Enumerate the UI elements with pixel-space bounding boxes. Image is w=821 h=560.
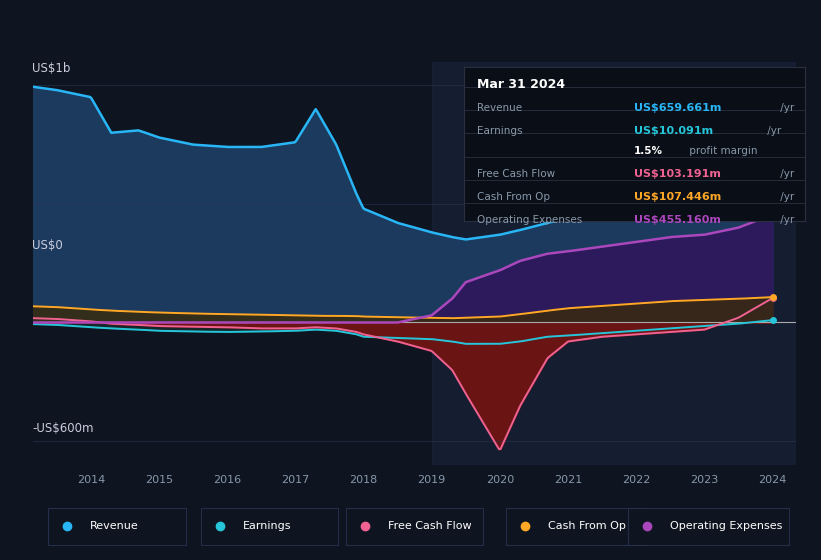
Text: US$103.191m: US$103.191m <box>635 169 721 179</box>
Text: 1.5%: 1.5% <box>635 146 663 156</box>
Text: /yr: /yr <box>777 215 794 225</box>
Text: Earnings: Earnings <box>243 521 291 531</box>
Text: Operating Expenses: Operating Expenses <box>671 521 782 531</box>
Text: Earnings: Earnings <box>478 125 523 136</box>
Text: /yr: /yr <box>777 169 794 179</box>
Text: US$107.446m: US$107.446m <box>635 192 722 202</box>
FancyBboxPatch shape <box>507 508 644 545</box>
Text: Free Cash Flow: Free Cash Flow <box>478 169 556 179</box>
Text: Revenue: Revenue <box>90 521 139 531</box>
Text: /yr: /yr <box>764 125 781 136</box>
Text: Free Cash Flow: Free Cash Flow <box>388 521 471 531</box>
Text: -US$600m: -US$600m <box>32 422 94 435</box>
Text: Cash From Op: Cash From Op <box>548 521 626 531</box>
Text: profit margin: profit margin <box>686 146 758 156</box>
Text: /yr: /yr <box>777 102 794 113</box>
Text: Cash From Op: Cash From Op <box>478 192 551 202</box>
Bar <box>432 62 796 465</box>
Text: US$455.160m: US$455.160m <box>635 215 721 225</box>
FancyBboxPatch shape <box>201 508 338 545</box>
Text: Revenue: Revenue <box>478 102 523 113</box>
Text: Mar 31 2024: Mar 31 2024 <box>478 78 566 91</box>
Text: US$1b: US$1b <box>32 62 71 74</box>
Text: Operating Expenses: Operating Expenses <box>478 215 583 225</box>
FancyBboxPatch shape <box>48 508 186 545</box>
FancyBboxPatch shape <box>346 508 484 545</box>
Text: /yr: /yr <box>777 192 794 202</box>
Text: US$10.091m: US$10.091m <box>635 125 713 136</box>
Text: US$0: US$0 <box>32 239 63 251</box>
Text: US$659.661m: US$659.661m <box>635 102 722 113</box>
FancyBboxPatch shape <box>628 508 789 545</box>
